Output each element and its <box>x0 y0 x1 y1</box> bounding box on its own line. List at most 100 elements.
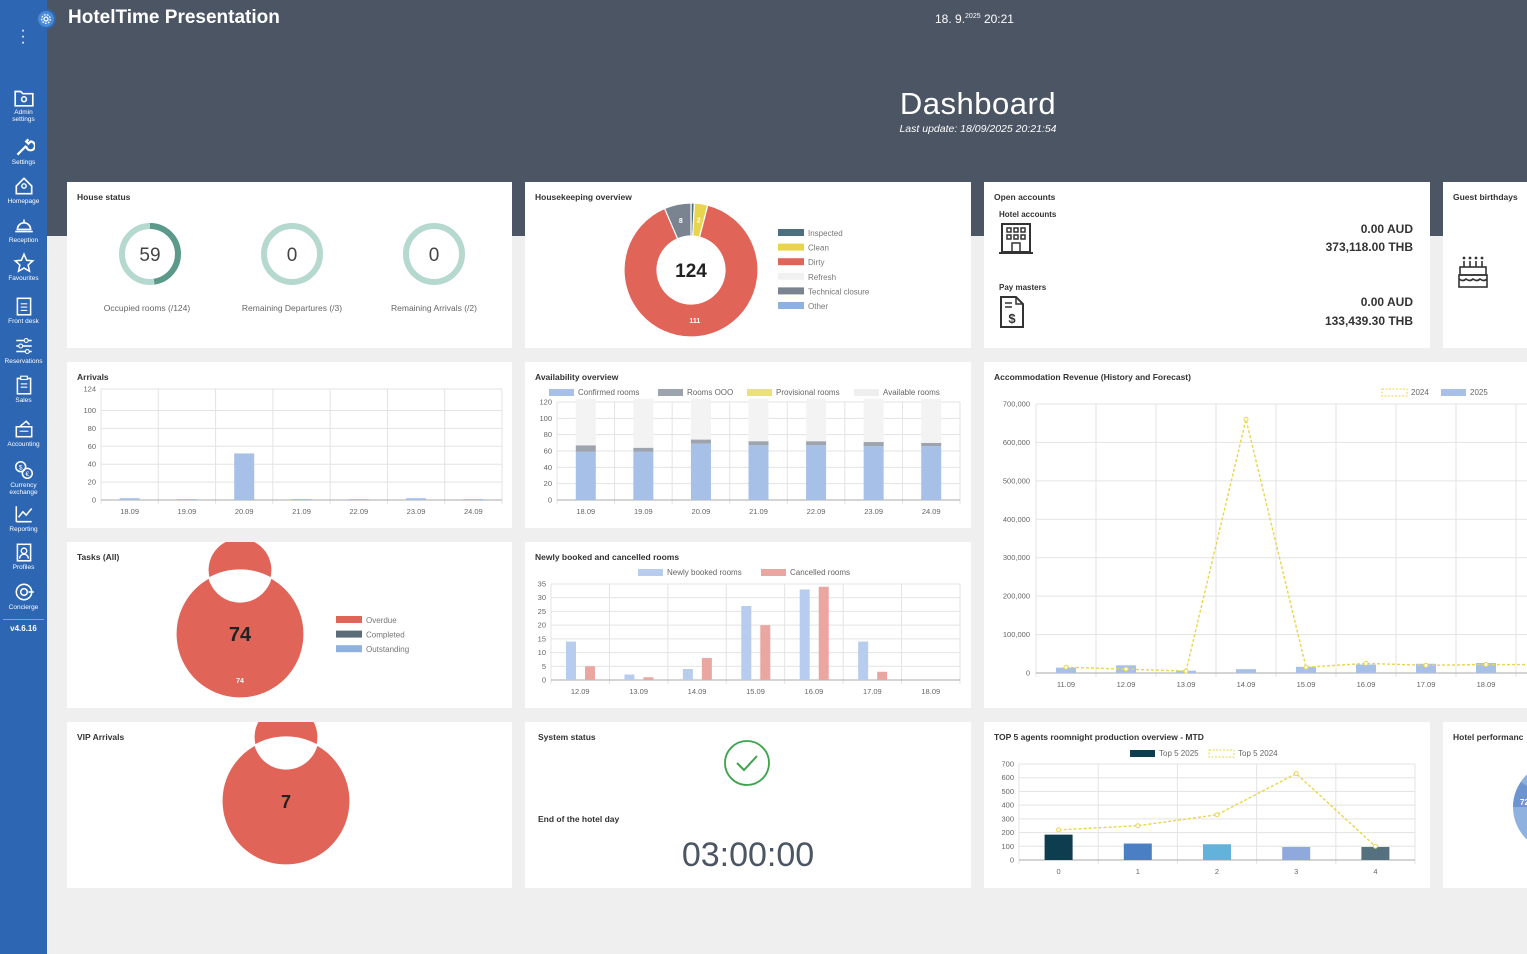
sidebar-item-accounting[interactable]: Accounting <box>0 418 47 448</box>
system-status-card[interactable]: System status End of the hotel day 03:00… <box>525 722 971 888</box>
datetime: 18. 9.2025 20:21 <box>935 12 1014 26</box>
sidebar-item-label: Reception <box>8 237 39 244</box>
donut-total: 7 <box>281 792 291 812</box>
sidebar-item-label: Accounting <box>7 441 40 448</box>
arrivals-card[interactable]: Arrivals 0 20 40 60 80 100 124 18.09 19.09 20.09 2… <box>67 362 512 528</box>
donut-slice-label: 111 <box>689 318 700 325</box>
gauge-value: 59 <box>139 245 160 266</box>
availability-chart: 0 20 40 60 80 100 120 18.09 19.09 20.09 21.09 22.09… <box>539 388 961 516</box>
settings-gear-icon[interactable] <box>36 9 56 29</box>
gauge-track <box>261 223 323 285</box>
concierge-icon <box>15 583 34 601</box>
y-tick-label: 100 <box>83 406 96 415</box>
bar <box>682 669 693 680</box>
y-tick-label: 80 <box>544 430 552 439</box>
tasks-card[interactable]: Tasks (All) 74 74 Overdue Completed Outstand… <box>67 542 512 708</box>
legend-label: 2025 <box>1470 388 1488 397</box>
booked-chart: 0 5 10 15 20 25 30 35 12.09 13.09 14.09 15.09 16.09 1… <box>538 568 961 696</box>
y-tick-label: 0 <box>1026 669 1030 678</box>
legend-swatch <box>638 569 663 576</box>
bar <box>566 641 576 680</box>
hotel-accounts-label: Hotel accounts <box>999 210 1057 219</box>
y-tick-label: 60 <box>88 442 96 451</box>
chart-icon <box>15 506 32 523</box>
sidebar-item-settings[interactable]: Settings <box>0 136 47 166</box>
donut-total: 124 <box>675 261 707 282</box>
sidebar-item-sales[interactable]: Sales <box>0 374 47 404</box>
bar <box>624 674 635 680</box>
revenue-card[interactable]: Accommodation Revenue (History and Forec… <box>984 362 1527 708</box>
svg-text:€: € <box>25 471 29 478</box>
stacked-bar <box>863 398 884 443</box>
bar <box>1044 834 1073 860</box>
stacked-bar <box>921 442 942 447</box>
sidebar-item-currency[interactable]: $ € Currency exchange <box>0 459 47 496</box>
x-tick-label: 21.09 <box>749 507 768 516</box>
line-point <box>1056 827 1062 833</box>
y-tick-label: 300 <box>1001 814 1014 823</box>
x-tick-label: 3 <box>1294 867 1298 876</box>
x-tick-label: 15.09 <box>1297 680 1316 689</box>
legend-swatch <box>1208 749 1235 758</box>
y-tick-label: 0 <box>1010 856 1014 865</box>
house-status-card[interactable]: House status 59 Occupied rooms (/124) 0 Rem… <box>67 182 512 348</box>
booked-card[interactable]: Newly booked and cancelled rooms 0 5 10 15 2… <box>525 542 971 708</box>
sidebar-item-front-desk[interactable]: Front desk <box>0 295 47 325</box>
legend-label: 2024 <box>1411 388 1429 397</box>
y-tick-label: 500 <box>1001 787 1014 796</box>
legend-label: Top 5 2025 <box>1159 749 1199 758</box>
y-tick-label: 100,000 <box>1003 630 1030 639</box>
y-tick-label: 40 <box>544 463 552 472</box>
sidebar-item-reservations[interactable]: Reservations <box>0 335 47 365</box>
donut-slice <box>663 202 692 240</box>
top5-card[interactable]: TOP 5 agents roomnight production overvi… <box>984 722 1430 888</box>
card-title: Open accounts <box>994 192 1056 202</box>
line-point <box>1063 664 1069 670</box>
sidebar-item-reception[interactable]: Reception <box>0 214 47 244</box>
app-title: HotelTime Presentation <box>68 7 280 28</box>
pay-masters-thb: 133,439.30 THB <box>1324 314 1413 328</box>
star-icon <box>12 252 35 273</box>
legend-swatch <box>854 389 879 396</box>
card-title: Accommodation Revenue (History and Forec… <box>994 372 1191 382</box>
sidebar-item-favourites[interactable]: Favourites <box>0 252 47 282</box>
legend-swatch <box>778 302 804 309</box>
pay-masters-label: Pay masters <box>999 283 1047 292</box>
open-accounts-card[interactable]: Open accounts Hotel accounts 0.00 AUD 37… <box>984 182 1430 348</box>
stacked-bar <box>863 442 884 447</box>
sidebar-item-label: Settings <box>11 159 36 166</box>
sidebar-item-homepage[interactable]: Homepage <box>0 175 47 205</box>
building-icon <box>999 223 1033 254</box>
line-point <box>1483 662 1489 668</box>
sidebar-item-profiles[interactable]: Profiles <box>0 541 47 571</box>
sidebar-item-admin[interactable]: Admin settings <box>0 86 47 123</box>
accounting-icon <box>15 420 32 438</box>
bar <box>858 641 869 680</box>
donut-slice <box>623 204 759 338</box>
x-tick-label: 18.09 <box>1477 680 1496 689</box>
menu-dots-icon[interactable]: · · · <box>20 22 26 51</box>
x-tick-label: 15.09 <box>746 687 765 696</box>
legend-swatch <box>336 630 362 638</box>
x-tick-label: 18.09 <box>576 507 595 516</box>
stacked-bar <box>575 398 596 446</box>
vip-arrivals-card[interactable]: VIP Arrivals 7 <box>67 722 512 888</box>
sidebar: · · · Admin settings Settings Homepage Recepti… <box>0 0 56 954</box>
card-title: TOP 5 agents roomnight production overvi… <box>994 732 1204 742</box>
availability-card[interactable]: Availability overview 0 20 40 60 80 100 120 18.… <box>525 362 971 528</box>
guest-birthdays-card[interactable]: Guest birthdays <box>1443 182 1527 348</box>
sidebar-item-label: Profiles <box>12 564 35 571</box>
page-title: Dashboard <box>899 86 1057 121</box>
house-status-gauges: 59 Occupied rooms (/124) 0 Remaining Depart… <box>104 223 477 313</box>
x-tick-label: 1 <box>1136 867 1140 876</box>
x-tick-label: 19.09 <box>178 507 197 516</box>
legend-label: Other <box>808 302 828 311</box>
legend-swatch <box>778 229 804 236</box>
hotel-performance-card[interactable]: Hotel performanc 72 <box>1443 722 1527 888</box>
sidebar-item-reporting[interactable]: Reporting <box>0 503 47 533</box>
housekeeping-donut: 2 111 8 124 Inspected Clean Dirty Refresh Techni… <box>623 202 870 338</box>
y-tick-label: 20 <box>538 621 546 630</box>
stacked-bar <box>690 398 711 440</box>
sidebar-item-concierge[interactable]: Concierge <box>0 581 47 611</box>
housekeeping-card[interactable]: Housekeeping overview 2 111 8 124 Inspected C… <box>525 182 971 348</box>
